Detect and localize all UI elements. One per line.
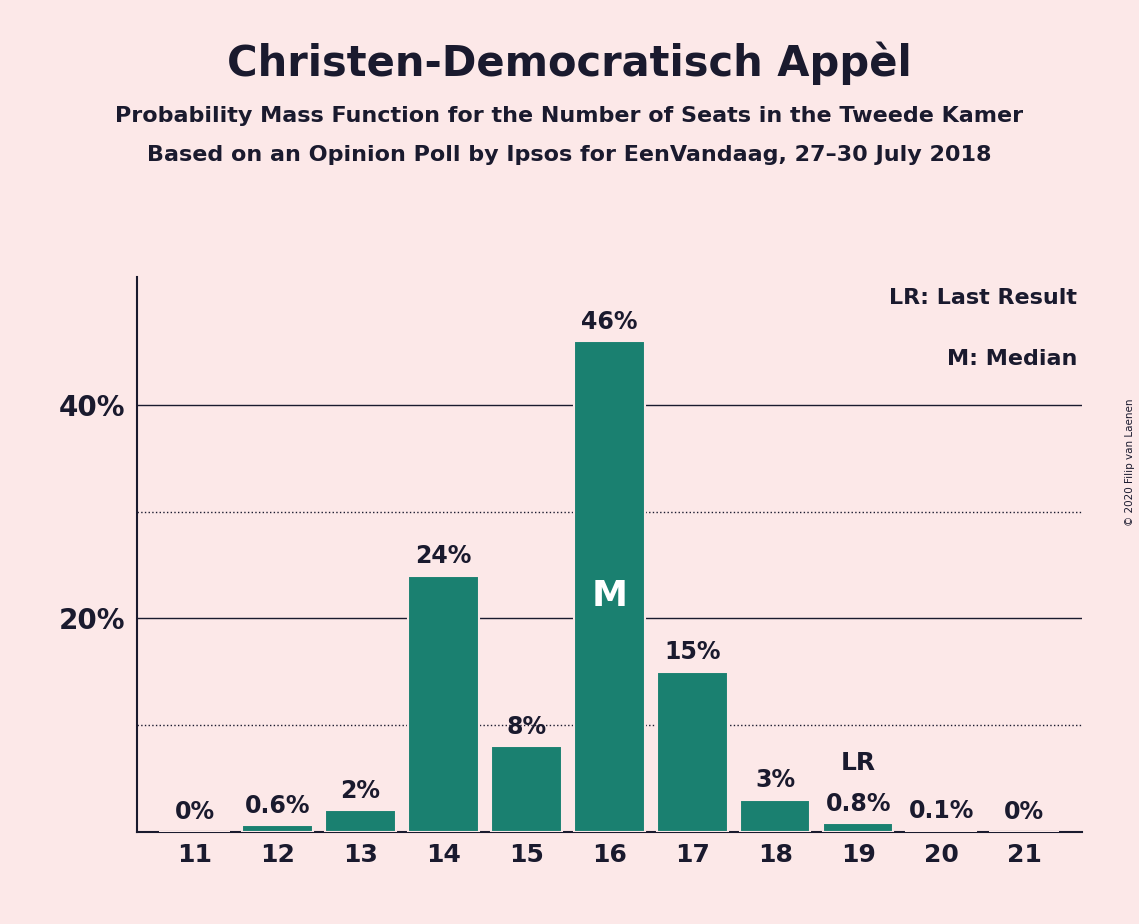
Bar	[740, 799, 811, 832]
Text: Christen-Democratisch Appèl: Christen-Democratisch Appèl	[227, 42, 912, 85]
Text: 8%: 8%	[507, 715, 547, 739]
Text: 0.8%: 0.8%	[826, 792, 891, 816]
Bar	[326, 810, 396, 832]
Text: 0.6%: 0.6%	[245, 794, 311, 818]
Text: 2%: 2%	[341, 779, 380, 803]
Text: 0%: 0%	[174, 800, 215, 824]
Text: 0%: 0%	[1003, 800, 1044, 824]
Text: Probability Mass Function for the Number of Seats in the Tweede Kamer: Probability Mass Function for the Number…	[115, 106, 1024, 127]
Text: 0.1%: 0.1%	[909, 799, 974, 823]
Text: 15%: 15%	[664, 640, 721, 664]
Text: © 2020 Filip van Laenen: © 2020 Filip van Laenen	[1125, 398, 1134, 526]
Text: 3%: 3%	[755, 768, 795, 792]
Text: Based on an Opinion Poll by Ipsos for EenVandaag, 27–30 July 2018: Based on an Opinion Poll by Ipsos for Ee…	[147, 145, 992, 165]
Text: LR: LR	[841, 751, 876, 775]
Bar	[243, 825, 313, 832]
Bar	[822, 823, 893, 832]
Bar	[408, 576, 478, 832]
Text: 24%: 24%	[416, 544, 472, 568]
Text: LR: Last Result: LR: Last Result	[890, 288, 1077, 309]
Text: M: Median: M: Median	[947, 349, 1077, 370]
Text: 46%: 46%	[581, 310, 638, 334]
Bar	[491, 747, 562, 832]
Bar	[906, 831, 976, 832]
Bar	[657, 672, 728, 832]
Text: M: M	[591, 579, 628, 614]
Bar	[574, 341, 645, 832]
